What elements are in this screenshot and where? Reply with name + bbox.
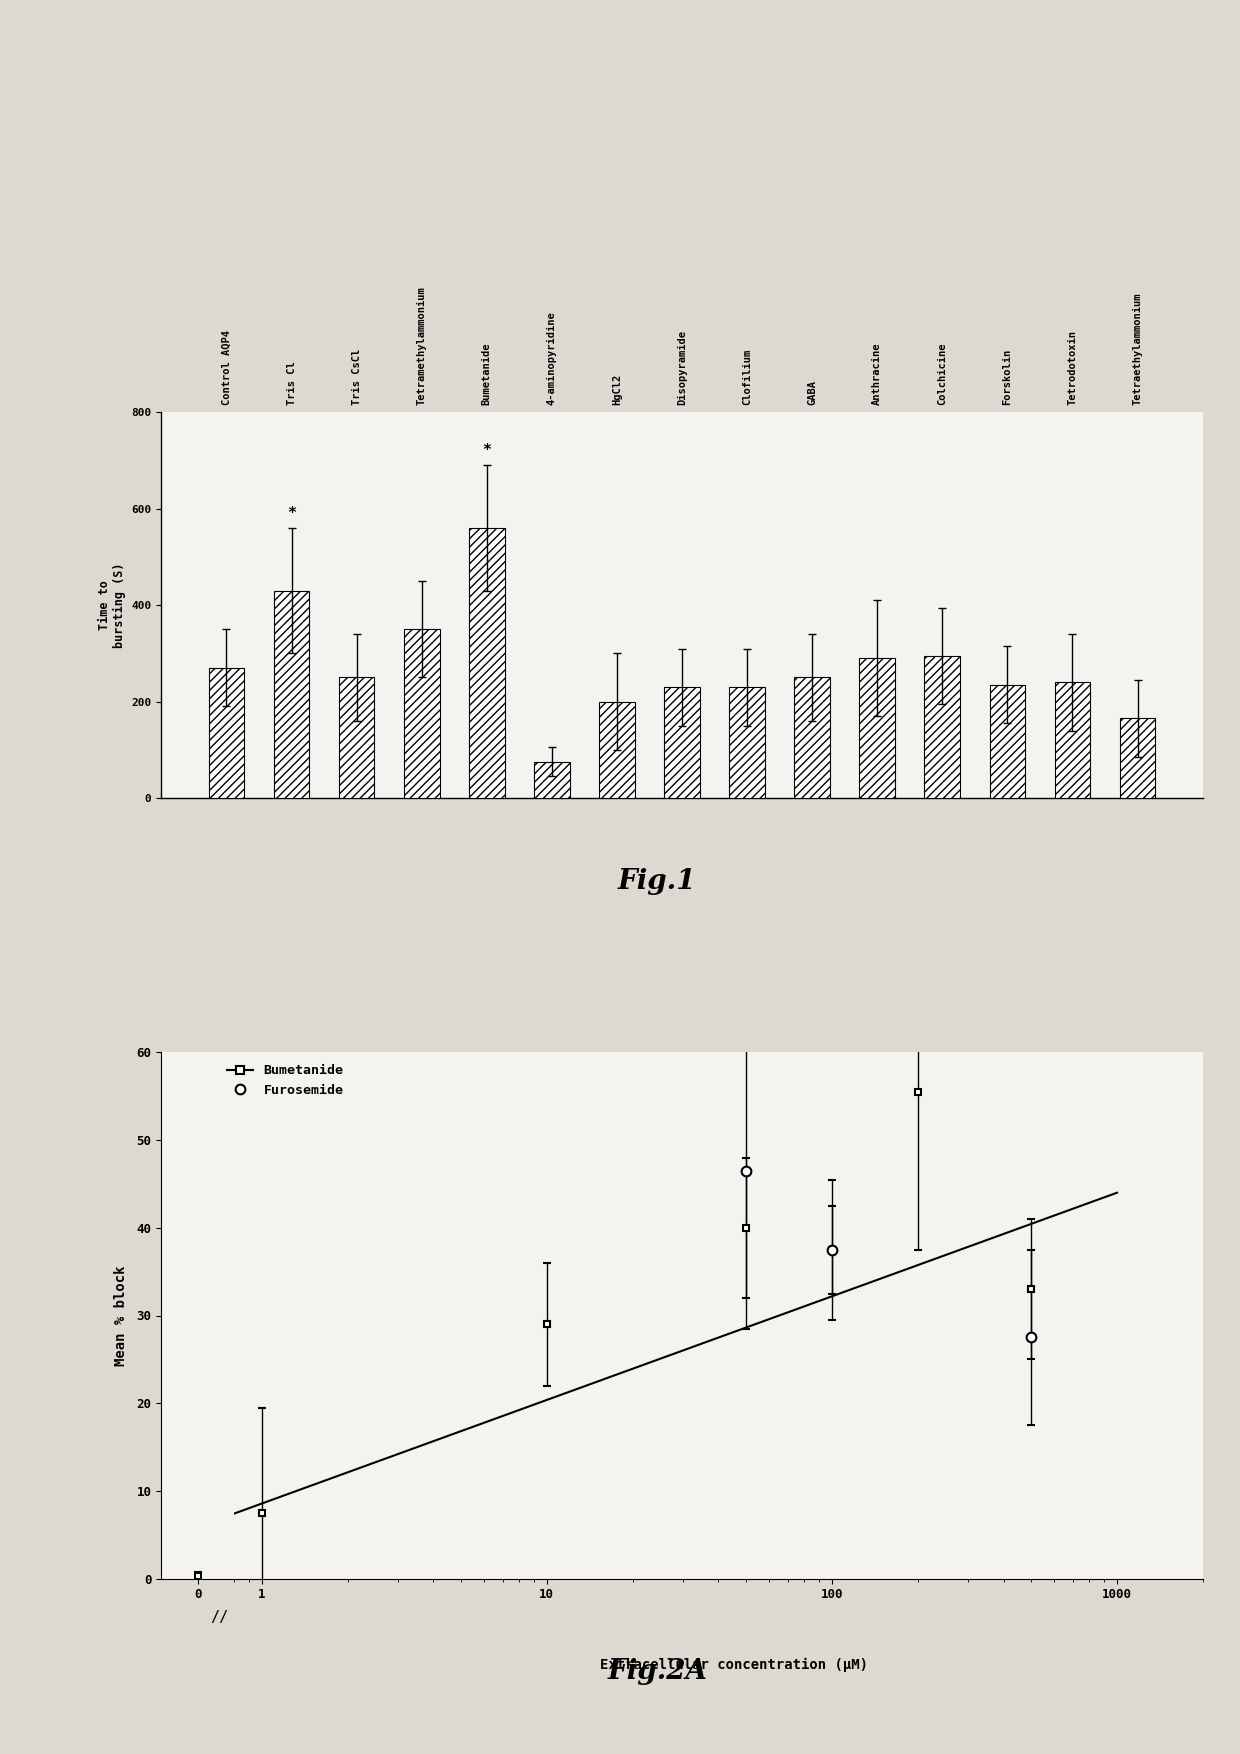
Bar — [274, 591, 310, 798]
Bar — [469, 528, 505, 798]
Bar — [859, 658, 895, 798]
Bar — [1120, 719, 1156, 798]
Bar — [1054, 682, 1090, 798]
Bar — [534, 761, 569, 798]
Bar — [729, 688, 765, 798]
Y-axis label: Time to
bursting (S): Time to bursting (S) — [98, 563, 125, 647]
Text: Fig.2A: Fig.2A — [608, 1658, 707, 1684]
Bar — [665, 688, 699, 798]
Bar — [925, 656, 960, 798]
Text: *: * — [286, 505, 296, 521]
Text: Fig.1: Fig.1 — [618, 868, 697, 895]
Text: //: // — [210, 1610, 228, 1626]
Bar — [599, 702, 635, 798]
Bar — [404, 630, 439, 798]
Y-axis label: Mean % block: Mean % block — [114, 1265, 128, 1366]
Text: Extracellular concentration (μM): Extracellular concentration (μM) — [600, 1658, 868, 1672]
Bar — [990, 684, 1025, 798]
Legend: Bumetanide, Furosemide: Bumetanide, Furosemide — [221, 1059, 348, 1102]
Bar — [795, 677, 830, 798]
Text: *: * — [482, 444, 491, 458]
Bar — [339, 677, 374, 798]
Bar — [208, 668, 244, 798]
